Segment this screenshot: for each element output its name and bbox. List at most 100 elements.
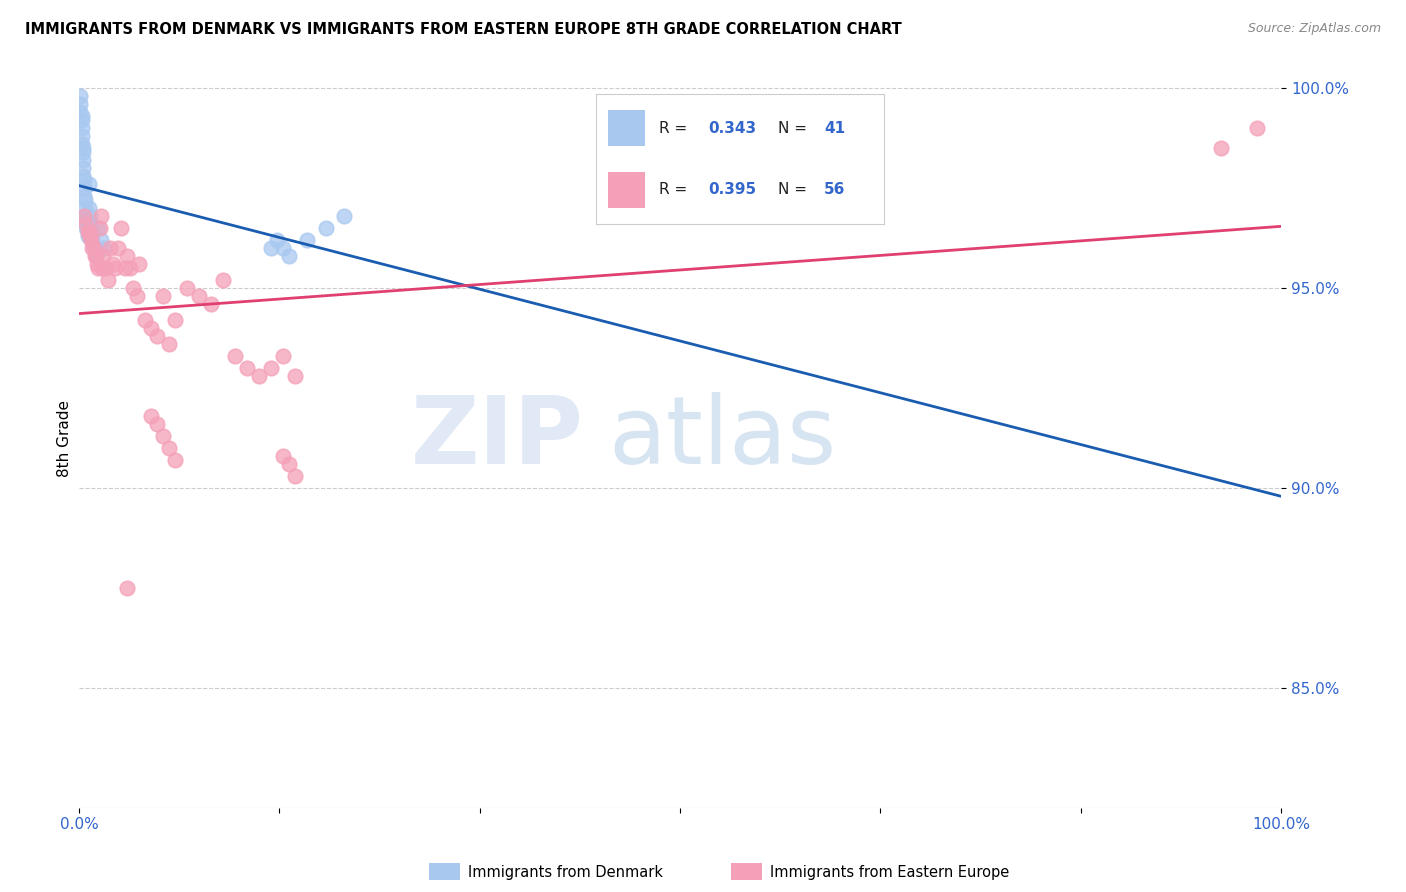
Point (212, 273, 235, 287)
Point (83, 241, 105, 255)
Point (72, 161, 94, 176)
Point (107, 241, 129, 255)
Point (104, 261, 127, 276)
Point (146, 329, 169, 343)
Point (122, 281, 145, 295)
Point (73, 173, 96, 187)
Point (165, 313, 187, 327)
Point (118, 261, 141, 276)
Point (249, 369, 271, 384)
Text: Source: ZipAtlas.com: Source: ZipAtlas.com (1247, 22, 1381, 36)
Point (69, 89, 91, 103)
Point (146, 417, 169, 431)
Point (91, 249, 114, 263)
Point (152, 289, 174, 303)
Point (84, 249, 107, 263)
Point (278, 457, 301, 471)
Point (72, 141, 94, 155)
Point (315, 221, 337, 235)
Point (86, 257, 108, 271)
Point (266, 233, 288, 247)
Point (97, 273, 120, 287)
Point (82, 233, 104, 247)
Point (75, 221, 97, 235)
Point (76, 229, 98, 244)
Point (75, 213, 97, 227)
Point (84, 249, 107, 263)
Point (141, 409, 163, 424)
Text: IMMIGRANTS FROM DENMARK VS IMMIGRANTS FROM EASTERN EUROPE 8TH GRADE CORRELATION : IMMIGRANTS FROM DENMARK VS IMMIGRANTS FR… (25, 22, 903, 37)
Point (72, 153, 94, 168)
Point (1246, 121, 1268, 136)
Point (125, 289, 148, 303)
Point (332, 210, 354, 224)
Point (70, 137, 93, 152)
Point (200, 297, 222, 311)
Point (297, 233, 319, 247)
Point (278, 249, 301, 263)
Point (72, 169, 94, 184)
Point (273, 349, 295, 363)
Point (77, 202, 100, 216)
Point (89, 221, 111, 235)
Point (101, 257, 124, 271)
Point (152, 429, 174, 443)
Point (79, 229, 101, 244)
Point (73, 210, 96, 224)
Point (94, 261, 117, 276)
Point (83, 241, 105, 255)
Point (72, 145, 94, 160)
Point (73, 181, 96, 195)
Point (76, 225, 98, 239)
Y-axis label: 8th Grade: 8th Grade (58, 400, 72, 476)
Point (69, 105, 91, 120)
Point (128, 257, 150, 271)
Point (115, 581, 138, 595)
Point (134, 313, 156, 327)
Point (165, 453, 187, 467)
Text: atlas: atlas (607, 392, 837, 484)
Point (69, 97, 91, 112)
Point (141, 321, 163, 335)
Point (79, 210, 101, 224)
Point (77, 225, 100, 239)
Text: Immigrants from Eastern Europe: Immigrants from Eastern Europe (770, 865, 1010, 880)
Point (90, 210, 112, 224)
Point (77, 178, 100, 192)
Point (273, 449, 295, 463)
Point (176, 281, 198, 295)
Point (70, 129, 93, 144)
Point (82, 241, 104, 255)
Text: ZIP: ZIP (411, 392, 583, 484)
Point (284, 369, 307, 384)
Point (236, 361, 259, 376)
Point (75, 210, 97, 224)
Point (110, 221, 132, 235)
Point (70, 121, 93, 136)
Text: Immigrants from Denmark: Immigrants from Denmark (468, 865, 664, 880)
Point (93, 241, 115, 255)
Point (1209, 141, 1232, 155)
Point (273, 241, 295, 255)
Point (87, 221, 110, 235)
Point (260, 361, 283, 376)
Point (83, 249, 105, 263)
Point (73, 189, 96, 203)
Point (284, 469, 307, 483)
Point (114, 261, 136, 276)
Point (115, 249, 138, 263)
Point (100, 241, 122, 255)
Point (75, 194, 97, 208)
Point (80, 218, 103, 232)
Point (224, 349, 246, 363)
Point (75, 218, 97, 232)
Point (87, 261, 110, 276)
Point (70, 113, 93, 128)
Point (80, 233, 103, 247)
Point (157, 441, 180, 455)
Point (91, 261, 114, 276)
Point (157, 337, 180, 351)
Point (75, 202, 97, 216)
Point (188, 289, 211, 303)
Point (76, 225, 98, 239)
